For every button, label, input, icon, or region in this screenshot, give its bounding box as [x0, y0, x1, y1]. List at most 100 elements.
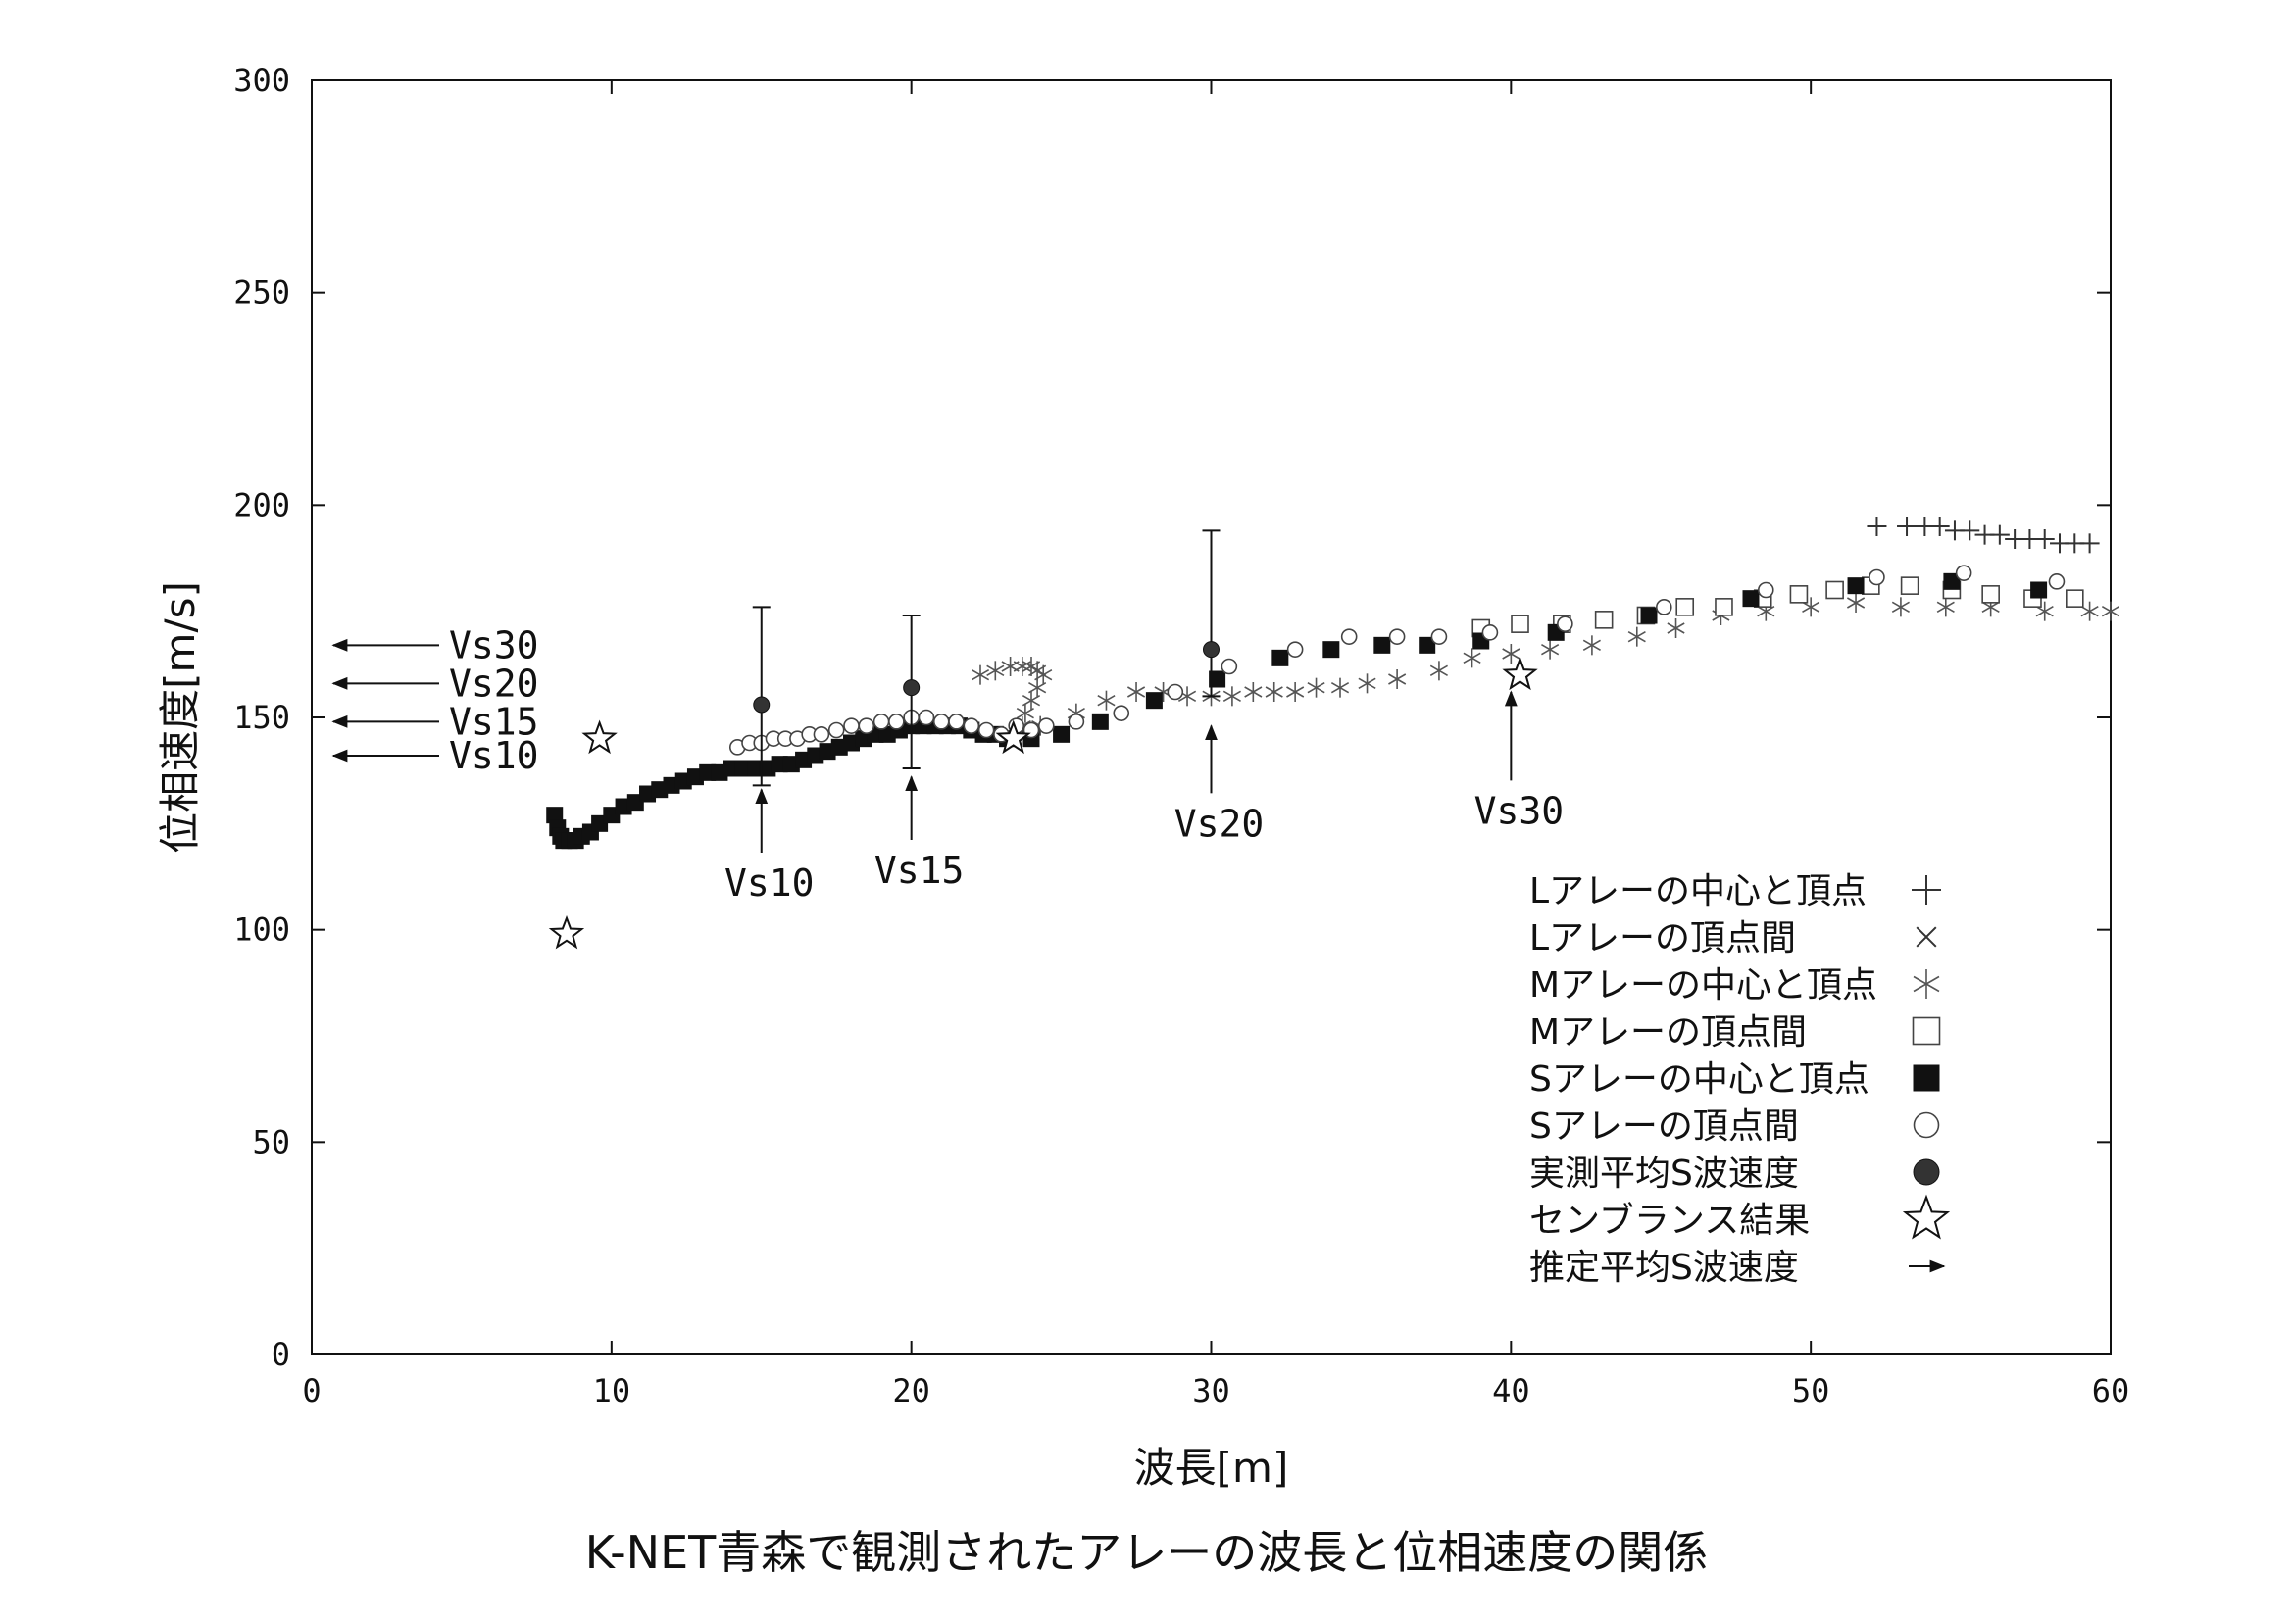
series-4-point: [1847, 577, 1865, 595]
series-2-point: [1627, 626, 1646, 647]
legend-label: Lアレーの中心と頂点: [1529, 871, 1867, 911]
series-2-point-s2: [2080, 605, 2099, 617]
series-2-point-s2: [1757, 605, 1775, 617]
legend-label: 推定平均S波速度: [1529, 1248, 1799, 1288]
legend-label: センブランス結果: [1529, 1201, 1810, 1241]
series-3-point: [2066, 589, 2084, 608]
series-3-point-box: [1675, 598, 1695, 616]
series-2-point: [1013, 657, 1031, 676]
series-2-point-s2: [1936, 601, 1955, 614]
series-2-point-s2: [1582, 639, 1601, 652]
series-2-point: [1502, 644, 1520, 664]
series-5-point: [1430, 628, 1448, 645]
series-2-point: [971, 664, 990, 685]
series-3-point: [1825, 580, 1844, 600]
series-0-point: [1897, 517, 1918, 536]
series-5-point: [1869, 568, 1885, 586]
series-5-point-dot: [1037, 717, 1055, 734]
legend-label: Sアレーの頂点間: [1529, 1107, 1799, 1147]
series-5-point: [872, 714, 890, 730]
series-2-point-s2: [1286, 686, 1305, 698]
series-5-point-dot: [827, 721, 845, 739]
series-5-point: [1388, 628, 1406, 645]
series-4-point: [1209, 670, 1226, 688]
legend-marker-dot: [1913, 1111, 1940, 1139]
series-5-point: [963, 717, 980, 734]
legend-label: Lアレーの頂点間: [1529, 918, 1796, 959]
series-2-point-s2: [1667, 622, 1685, 634]
series-3-point: [1594, 611, 1614, 629]
chart-title: K-NET青森で観測されたアレーの波長と位相速度の関係: [584, 1526, 1709, 1579]
series-5-point-dot: [888, 714, 905, 730]
series-2-point-s2: [1502, 648, 1520, 660]
series-5-point-dot: [843, 717, 860, 734]
series-2-point: [1358, 673, 1376, 694]
legend-marker-box: [1913, 1064, 1940, 1092]
y-axis-title: 位相速度[m/s]: [156, 581, 204, 854]
legend-marker: [1913, 1064, 1940, 1092]
legend-marker-dot: [1913, 1158, 1940, 1186]
series-2-point-s2: [1126, 686, 1146, 698]
legend-marker: [1912, 875, 1941, 905]
series-3-point-box: [1594, 611, 1614, 629]
series-7-point-shape: [581, 719, 618, 755]
series-5-point-dot: [948, 714, 965, 730]
series-4-point: [1419, 636, 1436, 654]
series-5-point-dot: [977, 721, 995, 739]
series-5-point: [813, 726, 830, 743]
series-2-point-s2: [1244, 686, 1263, 698]
series-2-point: [1244, 682, 1263, 702]
series-4-point-box: [1373, 636, 1391, 654]
series-2-point-s2: [1627, 630, 1646, 643]
x-tick-label: 30: [1192, 1372, 1230, 1409]
series-5-point: [827, 721, 845, 739]
series-2-point-s2: [1016, 707, 1034, 719]
legend-marker: [1913, 969, 1940, 999]
series-4-point-box: [1419, 636, 1436, 654]
x-tick-label: 0: [302, 1372, 321, 1409]
series-3-point: [1900, 576, 1919, 595]
series-2-point: [1846, 593, 1866, 613]
series-4-point: [1742, 590, 1760, 608]
series-5-point-dot: [1340, 628, 1358, 645]
series-7-point: [995, 719, 1031, 755]
series-4-point: [2030, 581, 2048, 599]
series-2-point-s2: [1265, 686, 1283, 698]
series-3-point: [1511, 615, 1529, 633]
series-0-point: [2034, 529, 2055, 549]
series-5-point-dot: [1221, 658, 1238, 675]
series-5-point-dot: [1557, 615, 1573, 632]
series-3-point-box: [1900, 576, 1919, 595]
series-5-point: [1167, 683, 1184, 701]
estimated-vs-label: Vs20: [449, 662, 539, 705]
legend-marker-b: [1916, 926, 1937, 948]
series-2-point: [1429, 661, 1448, 681]
series-4-point-box: [1742, 590, 1760, 608]
series-5-point: [918, 709, 935, 726]
series-2-point: [1126, 682, 1146, 702]
series-2-point: [1222, 686, 1241, 707]
series-5-point-dot: [963, 717, 980, 734]
estimated-vs-label: Vs30: [449, 623, 539, 666]
series-5-point-dot: [918, 709, 935, 726]
series-2-point: [1016, 703, 1034, 723]
series-2-point-s2: [1388, 673, 1407, 685]
series-7-point: [1502, 656, 1538, 691]
series-4-point-box: [1145, 692, 1163, 710]
series-2-point-s2: [1846, 597, 1866, 609]
series-2-point-s2: [1307, 681, 1325, 694]
series-2-point: [1541, 639, 1560, 660]
y-tick-label: 0: [272, 1336, 290, 1373]
series-5-point: [858, 717, 875, 734]
series-5-point: [1481, 624, 1499, 641]
y-tick-label: 150: [233, 699, 290, 736]
series-7-point: [581, 719, 618, 755]
series-2-point-s2: [1429, 664, 1448, 677]
series-2-point: [1582, 635, 1601, 656]
series-0-point: [1960, 520, 1980, 541]
series-2-point: [1936, 597, 1955, 617]
series-7-point-shape: [548, 914, 585, 950]
series-3-point: [1715, 598, 1733, 616]
series-2-point-s2: [986, 664, 1005, 677]
